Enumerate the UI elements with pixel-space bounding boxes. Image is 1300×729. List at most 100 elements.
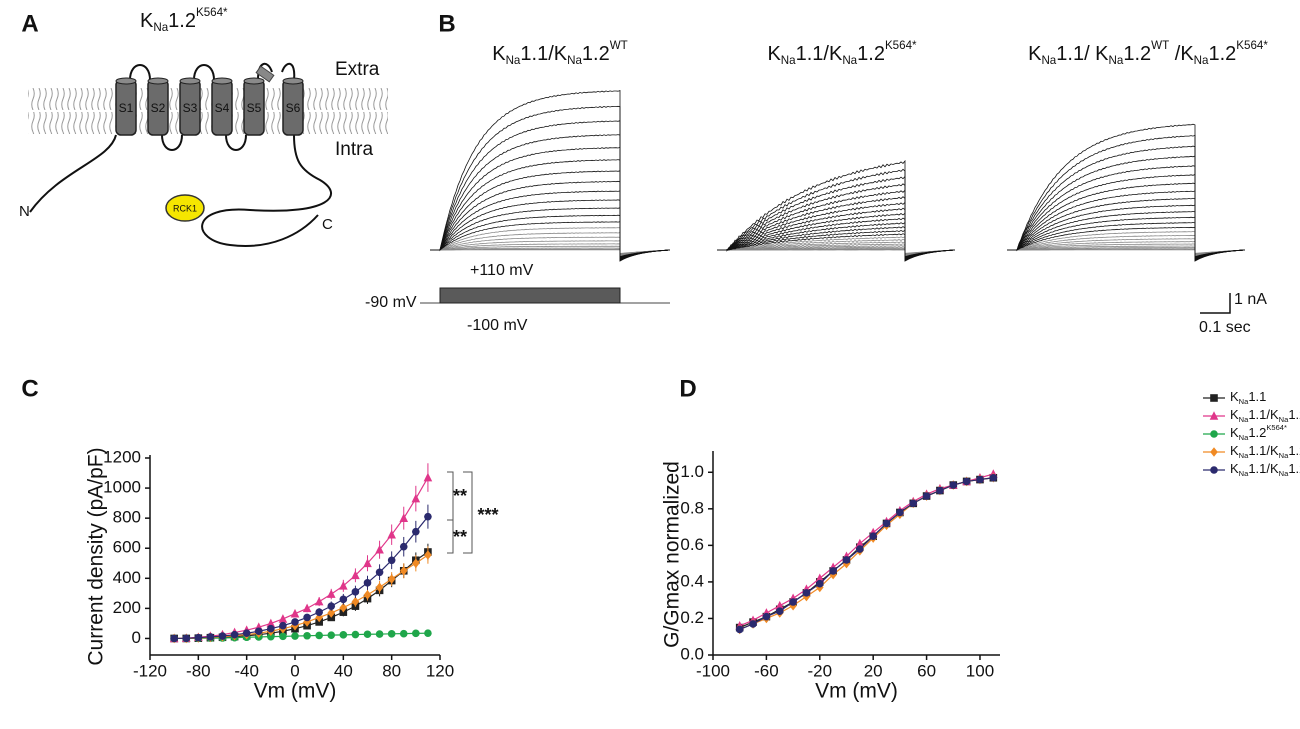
marker (962, 477, 971, 486)
text-segment: Na (1239, 469, 1249, 478)
current-trace (1007, 123, 1246, 262)
marker (1209, 411, 1219, 420)
current-trace (717, 183, 956, 261)
text-segment: Na (1239, 415, 1249, 424)
legend-label: KNa1.2K564* (1230, 423, 1287, 442)
legend-label: KNa1.1/KNa1.2WT/KNa1.2K564* (1230, 459, 1300, 478)
text-segment: Na (1279, 415, 1289, 424)
y-tick-label: 200 (113, 598, 141, 617)
x-tick-label: -40 (234, 661, 259, 680)
text-segment: K (1230, 461, 1239, 476)
x-tick-label: 60 (917, 661, 936, 680)
text-segment: Na (567, 54, 582, 67)
current-trace (1007, 248, 1246, 255)
marker (303, 617, 311, 627)
marker (351, 630, 360, 639)
current-trace (430, 190, 671, 259)
y-axis-label: Current density (pA/pF) (85, 447, 108, 665)
text-segment: 1.1/K (520, 43, 567, 65)
text-segment: Na (1239, 451, 1249, 460)
marker (424, 512, 432, 521)
segment-label: S1 (119, 101, 134, 115)
text-segment: 1.2 (1288, 461, 1300, 476)
text-segment: K (492, 43, 506, 65)
text-segment: K (1230, 425, 1239, 440)
current-trace (430, 159, 671, 260)
marker (327, 602, 336, 610)
text-segment: 1.1/ K (1056, 43, 1109, 65)
current-trace (430, 221, 671, 258)
x-tick-label: -100 (696, 661, 730, 680)
marker (206, 633, 215, 641)
marker (815, 573, 825, 583)
text-segment: Na (1109, 54, 1124, 67)
marker (762, 612, 771, 621)
channel-backbone (29, 62, 332, 247)
marker (278, 614, 288, 623)
current-trace (430, 90, 671, 262)
x-tick-label: 120 (426, 661, 454, 680)
text-segment: Na (781, 54, 796, 67)
text-segment: 1.2 (582, 43, 610, 65)
marker (194, 633, 203, 642)
marker (315, 608, 323, 616)
text-segment: K564* (1236, 39, 1268, 52)
holding-voltage: -90 mV (365, 294, 417, 311)
x-tick-label: 100 (966, 661, 994, 680)
marker (1210, 447, 1218, 457)
y-tick-label: 0.4 (680, 571, 704, 590)
series-line (174, 632, 428, 640)
y-tick-label: 0.8 (680, 498, 704, 517)
text-segment: 1.2 (168, 10, 196, 32)
helix-top (147, 77, 169, 85)
current-trace (430, 248, 671, 255)
x-tick-label: 20 (864, 661, 883, 680)
text-segment: K (1230, 407, 1239, 422)
text-segment: Na (506, 54, 521, 67)
x-tick-label: -20 (808, 661, 833, 680)
current-trace (430, 236, 671, 257)
marker (411, 493, 421, 503)
current-trace (430, 245, 671, 255)
intra-label: Intra (335, 139, 373, 160)
marker (351, 588, 360, 596)
current-trace (430, 214, 671, 258)
y-tick-label: 1.0 (680, 462, 704, 481)
marker (856, 545, 864, 553)
marker (326, 589, 336, 598)
marker (230, 630, 239, 639)
text-segment: 1.2 (1248, 425, 1266, 440)
x-tick-label: -120 (133, 661, 167, 680)
current-trace (430, 120, 671, 261)
text-segment: Na (153, 21, 168, 34)
current-trace (1007, 216, 1246, 258)
marker (242, 629, 251, 637)
current-trace (1007, 173, 1246, 260)
legend-label: KNa1.1 (1230, 389, 1266, 405)
marker (802, 589, 811, 597)
marker (291, 618, 299, 626)
text-segment: 1.2 (1288, 407, 1300, 422)
voltage-steps (439, 287, 621, 304)
current-trace (430, 199, 671, 259)
marker (363, 630, 372, 639)
text-segment: Na (1239, 433, 1249, 442)
marker (339, 602, 348, 613)
legend-label: KNa1.1/KNa1.2WT (1230, 405, 1300, 424)
current-trace (1007, 247, 1246, 255)
start-voltage: -100 mV (467, 317, 528, 334)
text-segment: WT (1151, 39, 1169, 52)
marker (339, 581, 348, 590)
current-trace (430, 146, 671, 261)
marker (254, 627, 263, 636)
trace-title: KNa1.1/KNa1.2WT (492, 39, 628, 67)
scale-current: 1 nA (1234, 291, 1267, 308)
marker (339, 595, 348, 604)
helix-top (243, 77, 265, 85)
marker (815, 579, 824, 588)
current-trace (717, 226, 956, 258)
marker (424, 550, 432, 560)
marker (182, 634, 191, 643)
segment-label: S4 (215, 101, 230, 115)
current-trace (717, 217, 956, 259)
